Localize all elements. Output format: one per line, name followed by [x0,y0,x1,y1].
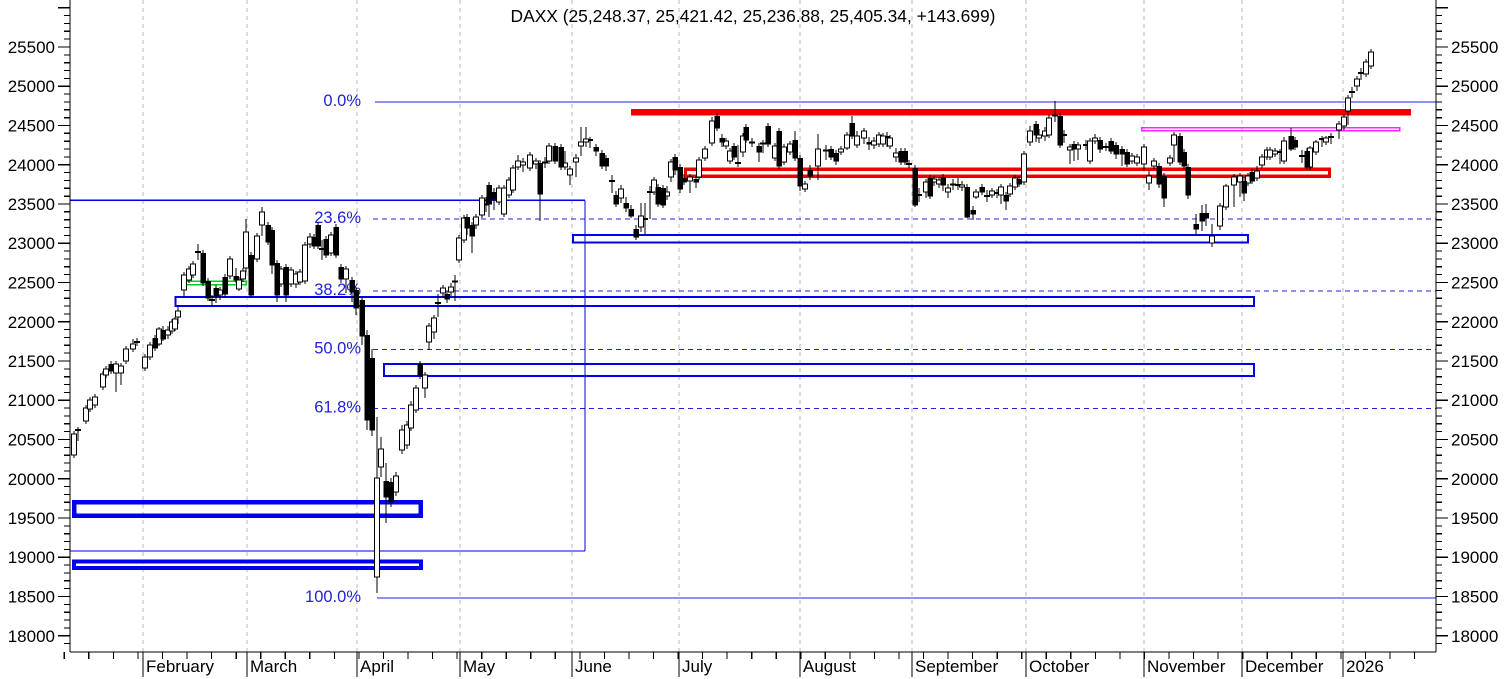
svg-text:24500: 24500 [8,117,55,136]
svg-text:2026: 2026 [1346,657,1384,676]
svg-text:23000: 23000 [8,234,55,253]
svg-text:July: July [682,657,713,676]
svg-text:25000: 25000 [8,77,55,96]
svg-text:September: September [915,657,998,676]
svg-text:19000: 19000 [1451,548,1498,567]
svg-text:50.0%: 50.0% [314,339,361,357]
svg-text:18500: 18500 [8,588,55,607]
svg-text:22000: 22000 [1451,313,1498,332]
svg-text:June: June [575,657,612,676]
svg-text:0.0%: 0.0% [323,92,361,110]
svg-text:24000: 24000 [8,156,55,175]
svg-text:22500: 22500 [1451,274,1498,293]
svg-text:21000: 21000 [8,391,55,410]
svg-text:61.8%: 61.8% [314,398,361,416]
svg-text:21500: 21500 [8,352,55,371]
svg-text:18000: 18000 [1451,627,1498,646]
svg-text:April: April [360,657,394,676]
svg-text:20500: 20500 [1451,431,1498,450]
svg-text:February: February [146,657,215,676]
svg-text:March: March [250,657,297,676]
svg-text:24000: 24000 [1451,156,1498,175]
svg-text:December: December [1245,657,1324,676]
svg-text:DAXX (25,248.37, 25,421.42, 25: DAXX (25,248.37, 25,421.42, 25,236.88, 2… [511,6,996,26]
svg-text:23.6%: 23.6% [314,209,361,227]
svg-text:19500: 19500 [1451,509,1498,528]
svg-text:20000: 20000 [1451,470,1498,489]
svg-text:May: May [463,657,496,676]
svg-text:21500: 21500 [1451,352,1498,371]
svg-text:23000: 23000 [1451,234,1498,253]
svg-text:25500: 25500 [8,38,55,57]
svg-text:20000: 20000 [8,470,55,489]
svg-text:20500: 20500 [8,431,55,450]
svg-text:22000: 22000 [8,313,55,332]
svg-text:19000: 19000 [8,548,55,567]
svg-text:23500: 23500 [1451,195,1498,214]
svg-text:19500: 19500 [8,509,55,528]
svg-text:August: August [803,657,856,676]
svg-text:23500: 23500 [8,195,55,214]
svg-text:22500: 22500 [8,274,55,293]
svg-text:November: November [1147,657,1226,676]
svg-text:October: October [1029,657,1090,676]
svg-text:25500: 25500 [1451,38,1498,57]
svg-text:21000: 21000 [1451,391,1498,410]
svg-text:100.0%: 100.0% [305,588,361,606]
svg-text:24500: 24500 [1451,117,1498,136]
svg-text:25000: 25000 [1451,77,1498,96]
svg-text:18500: 18500 [1451,588,1498,607]
svg-text:18000: 18000 [8,627,55,646]
